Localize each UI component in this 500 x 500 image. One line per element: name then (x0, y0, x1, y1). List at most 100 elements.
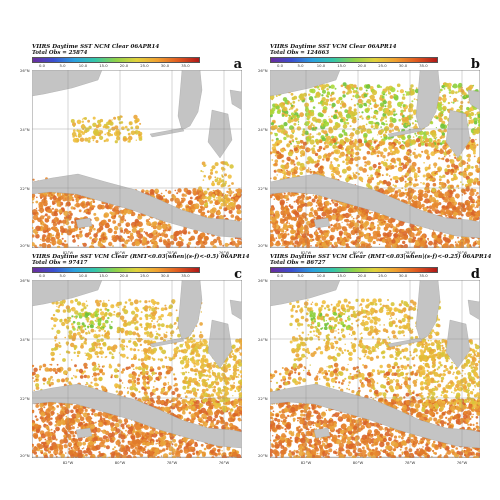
sst-pixel (417, 175, 420, 177)
sst-pixel (352, 172, 355, 174)
sst-pixel (401, 140, 404, 143)
sst-pixel (221, 454, 227, 458)
sst-pixel (402, 93, 405, 96)
sst-pixel (354, 145, 360, 151)
sst-pixel (419, 130, 424, 136)
sst-pixel (339, 102, 342, 105)
sst-pixel (414, 148, 416, 151)
panel-label: b (470, 57, 480, 72)
colorbar-tick-label: 0.0 (38, 273, 46, 278)
sst-pixel (413, 98, 416, 100)
sst-pixel (283, 192, 286, 195)
sst-pixel (288, 114, 291, 117)
sst-pixel (371, 211, 373, 214)
sst-pixel (117, 117, 121, 121)
sst-pixel (423, 207, 428, 212)
panel-label: a (233, 57, 242, 72)
sst-pixel (474, 164, 479, 169)
sst-pixel (299, 219, 305, 225)
sst-pixel (364, 227, 368, 231)
sst-pixel (357, 138, 363, 144)
sst-pixel (403, 155, 409, 161)
sst-pixel (411, 238, 416, 243)
sst-pixel (367, 227, 370, 230)
sst-pixel (143, 231, 146, 233)
sst-pixel (71, 131, 77, 137)
sst-pixel (129, 230, 131, 233)
sst-pixel (116, 136, 121, 141)
sst-pixel (217, 420, 220, 422)
latitude-label: 22°N (20, 186, 30, 191)
sst-pixel (442, 95, 444, 97)
sst-pixel (477, 195, 480, 199)
sst-pixel (222, 192, 225, 195)
sst-pixel (305, 106, 309, 110)
sst-pixel (52, 195, 57, 201)
sst-pixel (385, 173, 389, 176)
sst-pixel (204, 203, 208, 207)
sst-pixel (322, 101, 326, 105)
sst-pixel (132, 449, 136, 454)
sst-pixel (284, 149, 287, 152)
sst-pixel (108, 437, 110, 439)
sst-pixel (395, 149, 400, 154)
sst-pixel (219, 193, 223, 196)
sst-pixel (434, 166, 436, 169)
sst-pixel (214, 191, 218, 195)
sst-pixel (114, 140, 118, 144)
sst-pixel (427, 166, 431, 170)
sst-pixel (370, 116, 373, 118)
sst-pixel (473, 155, 476, 158)
sst-pixel (400, 109, 404, 113)
sst-pixel (467, 153, 471, 158)
sst-pixel (349, 225, 351, 227)
sst-pixel (389, 162, 392, 166)
sst-pixel (358, 125, 363, 130)
sst-pixel (372, 137, 374, 139)
sst-pixel (273, 143, 277, 147)
sst-pixel (190, 235, 196, 241)
sst-pixel (383, 226, 389, 232)
sst-pixel (302, 128, 306, 131)
colorbar-tick-label: 5.0 (59, 63, 66, 68)
sst-pixel (47, 195, 49, 197)
sst-pixel (368, 163, 371, 166)
sst-pixel (86, 447, 90, 451)
sst-pixel (396, 157, 400, 161)
sst-pixel (428, 135, 430, 137)
sst-pixel (408, 90, 414, 96)
sst-pixel (334, 87, 337, 90)
sst-pixel (337, 112, 341, 115)
sst-pixel (378, 166, 381, 170)
sst-pixel (468, 216, 473, 221)
colorbar-tick-label: 0.0 (38, 63, 46, 68)
sst-pixel (275, 169, 277, 171)
sst-pixel (40, 196, 43, 199)
sst-pixel (271, 159, 274, 161)
sst-pixel (216, 189, 220, 193)
sst-pixel (439, 231, 443, 235)
sst-pixel (299, 96, 305, 101)
sst-pixel (89, 236, 92, 240)
colorbar-tick-label: 0.0 (276, 63, 284, 68)
sst-pixel (350, 222, 355, 227)
sst-pixel (183, 418, 187, 422)
sst-pixel (367, 178, 372, 184)
sst-pixel (447, 168, 451, 172)
sst-pixel (336, 141, 340, 144)
colorbar-tick-label: 20.0 (357, 63, 367, 68)
sst-pixel (339, 201, 343, 205)
sst-pixel (312, 194, 315, 196)
sst-pixel (47, 436, 52, 441)
sst-pixel (322, 89, 326, 94)
sst-pixel (42, 421, 45, 424)
sst-pixel (106, 223, 110, 228)
sst-pixel (203, 454, 206, 457)
sst-pixel (364, 138, 367, 141)
sst-pixel (156, 224, 162, 231)
sst-pixel (385, 86, 390, 91)
sst-pixel (348, 106, 352, 110)
sst-pixel (38, 201, 44, 207)
sst-pixel (457, 241, 460, 243)
sst-pixel (390, 164, 395, 170)
